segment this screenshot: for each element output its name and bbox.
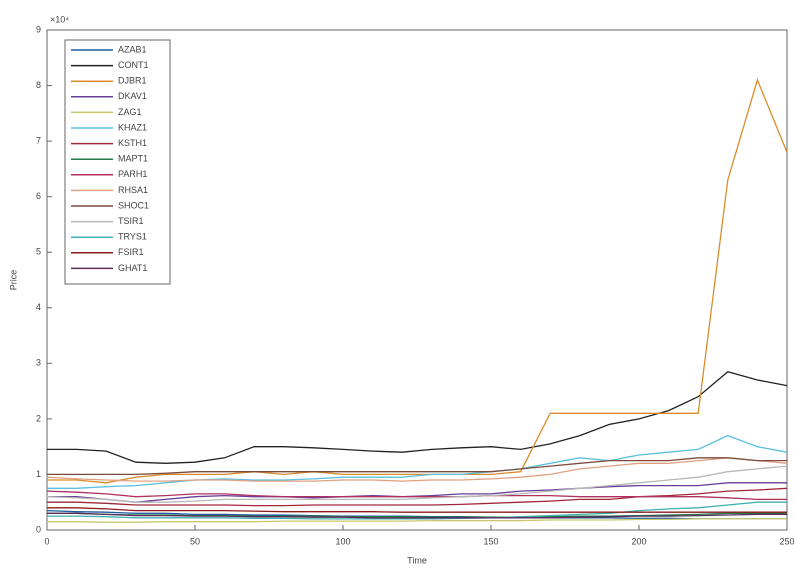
- y-tick-label: 4: [36, 302, 41, 312]
- series-line: [47, 518, 787, 523]
- legend-label: AZAB1: [118, 44, 147, 54]
- series-line: [47, 512, 787, 519]
- legend-label: PARH1: [118, 169, 147, 179]
- y-axis-label: Price: [8, 270, 18, 291]
- series-line: [47, 457, 787, 476]
- y-multiplier: ×10⁴: [50, 14, 69, 24]
- y-tick-label: 2: [36, 413, 41, 423]
- series-line: [46, 457, 788, 482]
- series-line: [47, 487, 788, 507]
- series-line: [47, 434, 788, 489]
- legend-label: MAPT1: [118, 154, 148, 164]
- legend-label: TRYS1: [118, 232, 147, 242]
- y-tick-label: 5: [36, 247, 41, 257]
- legend-label: CONT1: [118, 60, 149, 70]
- y-tick-label: 1: [36, 469, 41, 479]
- series-line: [47, 78, 788, 484]
- x-tick-label: 0: [44, 536, 49, 546]
- legend-label: SHOC1: [118, 200, 149, 210]
- x-tick-label: 150: [483, 536, 498, 546]
- legend-label: KSTH1: [118, 138, 147, 148]
- legend-label: GHAT1: [118, 263, 147, 273]
- series-line: [46, 465, 788, 503]
- x-tick-label: 100: [335, 536, 350, 546]
- y-tick-label: 0: [36, 524, 41, 534]
- y-tick-label: 8: [36, 80, 41, 90]
- series-line: [47, 501, 787, 520]
- y-tick-label: 9: [36, 24, 41, 34]
- series-line: [47, 370, 788, 464]
- legend-label: ZAG1: [118, 107, 142, 117]
- legend-label: DJBR1: [118, 76, 147, 86]
- legend-label: FSIR1: [118, 247, 144, 257]
- x-tick-label: 50: [190, 536, 200, 546]
- x-tick-label: 250: [779, 536, 794, 546]
- legend-label: RHSA1: [118, 185, 148, 195]
- y-tick-label: 3: [36, 358, 41, 368]
- legend-label: DKAV1: [118, 91, 147, 101]
- x-axis-label: Time: [407, 555, 427, 565]
- legend-label: KHAZ1: [118, 122, 147, 132]
- series-line: [46, 490, 787, 501]
- y-tick-label: 7: [36, 135, 41, 145]
- x-tick-label: 200: [631, 536, 646, 546]
- legend-label: TSIR1: [118, 216, 144, 226]
- series-line: [47, 507, 787, 513]
- y-tick-label: 6: [36, 191, 41, 201]
